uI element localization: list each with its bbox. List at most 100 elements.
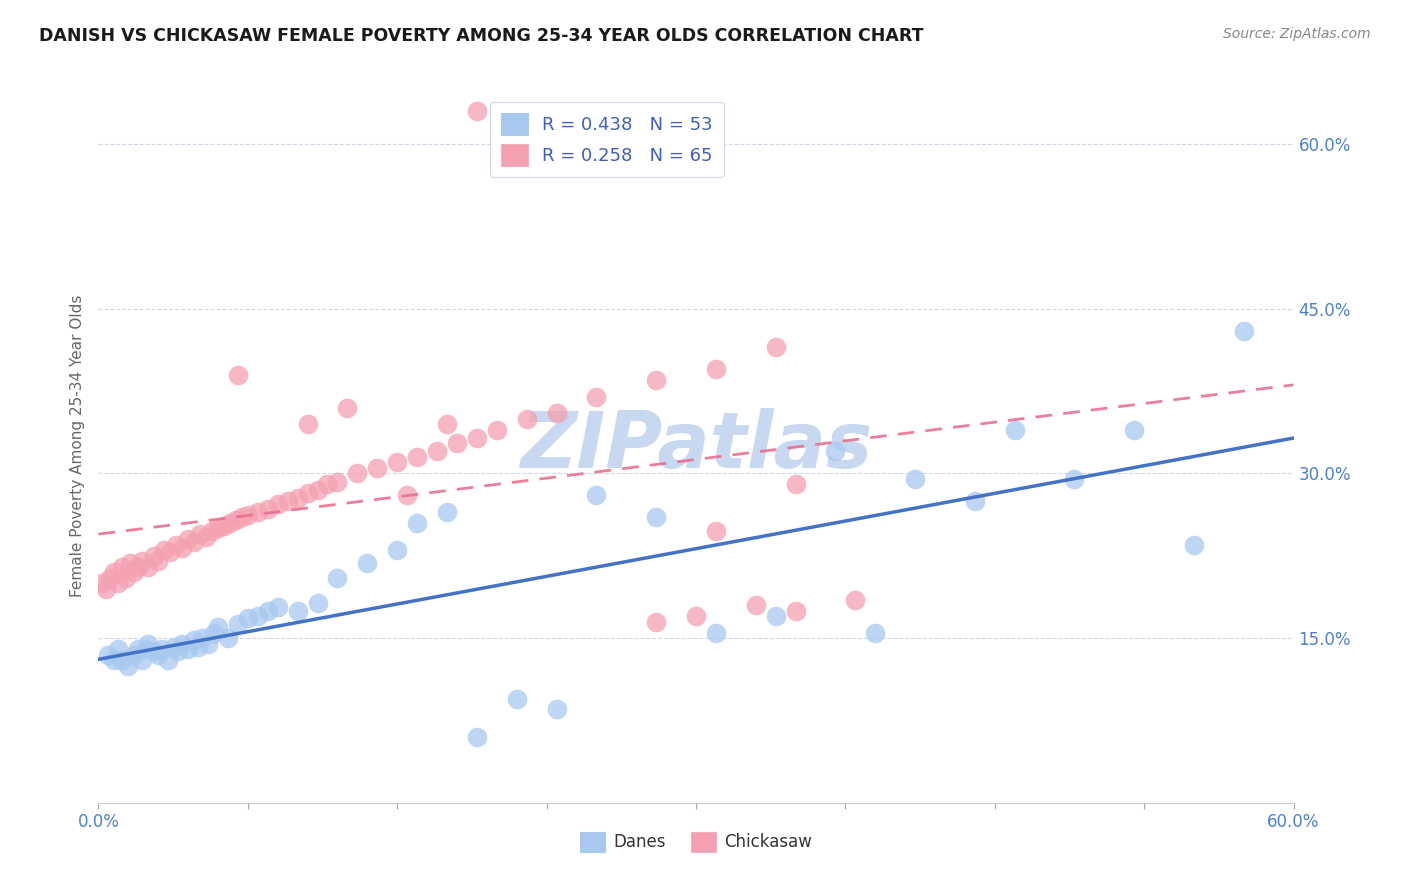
Point <box>97 648 120 662</box>
Point <box>111 559 134 574</box>
Point <box>177 642 200 657</box>
Point <box>202 625 225 640</box>
Point <box>704 524 727 538</box>
Point <box>904 472 927 486</box>
Point <box>267 600 290 615</box>
Y-axis label: Female Poverty Among 25-34 Year Olds: Female Poverty Among 25-34 Year Olds <box>69 295 84 597</box>
Point <box>107 642 129 657</box>
Point <box>131 554 153 568</box>
Point <box>1182 538 1205 552</box>
Text: Source: ZipAtlas.com: Source: ZipAtlas.com <box>1223 27 1371 41</box>
Point <box>153 543 176 558</box>
Point <box>346 467 368 481</box>
Point <box>406 516 429 530</box>
Point <box>219 516 242 530</box>
Legend: Danes, Chickasaw: Danes, Chickasaw <box>574 825 818 859</box>
Point <box>225 512 247 526</box>
Point <box>963 494 986 508</box>
Point <box>98 571 122 585</box>
Point <box>201 524 224 538</box>
Point <box>704 625 727 640</box>
Point <box>197 637 219 651</box>
Point <box>585 488 607 502</box>
Point <box>131 653 153 667</box>
Text: DANISH VS CHICKASAW FEMALE POVERTY AMONG 25-34 YEAR OLDS CORRELATION CHART: DANISH VS CHICKASAW FEMALE POVERTY AMONG… <box>39 27 924 45</box>
Point <box>136 637 159 651</box>
Point <box>136 559 159 574</box>
Point <box>307 483 329 497</box>
Point <box>287 491 309 505</box>
Point <box>485 423 508 437</box>
Point <box>157 653 180 667</box>
Point <box>148 648 170 662</box>
Point <box>326 571 349 585</box>
Point <box>1063 472 1085 486</box>
Point <box>645 510 668 524</box>
Text: ZIPatlas: ZIPatlas <box>520 408 872 484</box>
Point <box>406 450 429 464</box>
Point <box>356 557 378 571</box>
Point <box>446 435 468 450</box>
Point <box>785 604 807 618</box>
Point <box>426 444 449 458</box>
Point <box>236 611 259 625</box>
Point <box>745 598 768 612</box>
Point <box>645 615 668 629</box>
Point <box>103 653 125 667</box>
Point <box>103 566 125 580</box>
Point <box>183 534 205 549</box>
Point <box>96 582 118 596</box>
Point <box>148 554 170 568</box>
Point <box>120 557 142 571</box>
Point <box>436 505 458 519</box>
Point <box>212 519 235 533</box>
Point <box>165 538 187 552</box>
Point <box>385 543 409 558</box>
Point <box>115 571 138 585</box>
Point <box>396 488 419 502</box>
Point <box>465 730 488 744</box>
Point <box>256 501 278 516</box>
Point <box>277 494 299 508</box>
Point <box>246 505 269 519</box>
Point <box>865 625 887 640</box>
Point <box>326 475 349 490</box>
Point <box>127 559 149 574</box>
Point <box>546 702 568 716</box>
Point <box>124 648 146 662</box>
Point <box>150 642 173 657</box>
Point <box>704 362 727 376</box>
Point <box>824 444 846 458</box>
Point <box>217 631 239 645</box>
Point <box>167 644 190 658</box>
Point <box>188 526 211 541</box>
Point <box>297 486 319 500</box>
Point <box>163 640 186 654</box>
Point <box>307 596 329 610</box>
Point <box>546 406 568 420</box>
Point <box>287 604 309 618</box>
Point <box>195 530 218 544</box>
Point <box>107 576 129 591</box>
Point <box>183 633 205 648</box>
Point <box>1004 423 1026 437</box>
Point <box>785 477 807 491</box>
Point <box>516 411 538 425</box>
Point <box>159 545 181 559</box>
Point <box>436 417 458 431</box>
Point <box>231 510 253 524</box>
Point <box>246 609 269 624</box>
Point <box>465 431 488 445</box>
Point <box>366 461 388 475</box>
Point <box>91 576 114 591</box>
Point <box>685 609 707 624</box>
Point <box>172 637 194 651</box>
Point <box>117 658 139 673</box>
Point <box>844 592 866 607</box>
Point <box>177 533 200 547</box>
Point <box>207 620 229 634</box>
Point <box>465 104 488 119</box>
Point <box>1123 423 1146 437</box>
Point <box>336 401 359 415</box>
Point <box>124 566 146 580</box>
